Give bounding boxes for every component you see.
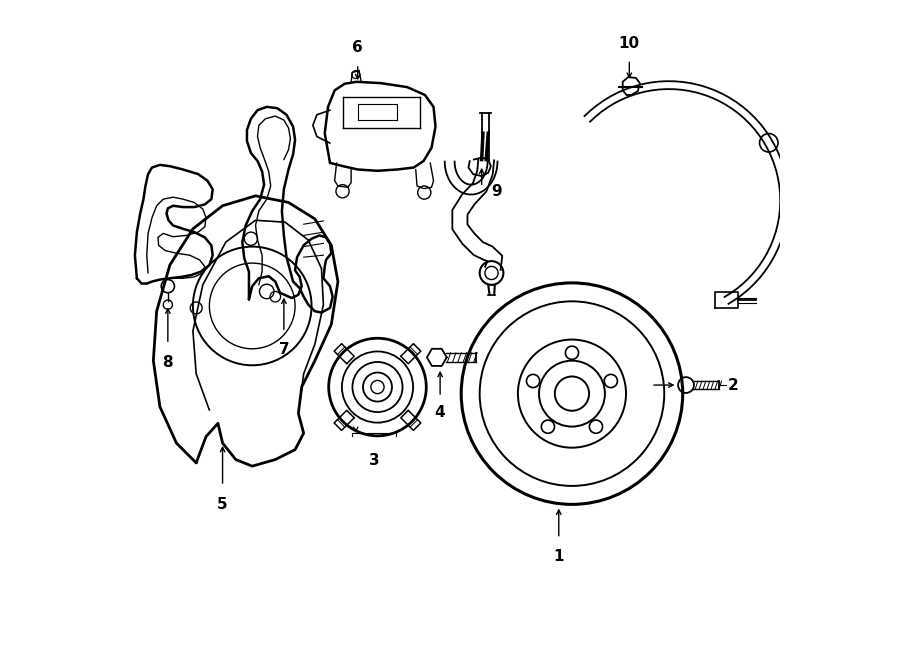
Text: 6: 6 <box>352 40 363 56</box>
Text: 2: 2 <box>728 377 739 393</box>
Text: 8: 8 <box>163 355 173 370</box>
Text: 5: 5 <box>217 497 228 512</box>
Text: 3: 3 <box>369 453 380 468</box>
Text: 9: 9 <box>491 184 501 199</box>
Text: 10: 10 <box>618 36 640 51</box>
Text: 1: 1 <box>554 549 564 563</box>
Text: 7: 7 <box>279 342 289 357</box>
Text: 4: 4 <box>435 405 446 420</box>
